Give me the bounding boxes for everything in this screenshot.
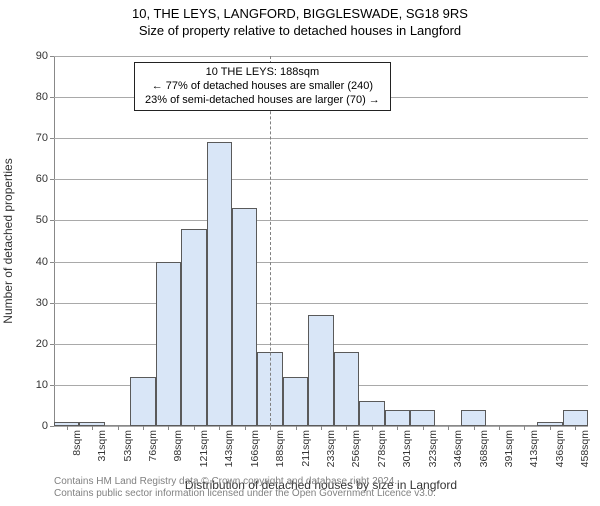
y-tick <box>50 220 54 221</box>
bar <box>385 410 410 426</box>
info-box: 10 THE LEYS: 188sqm← 77% of detached hou… <box>134 62 391 111</box>
x-tick-label: 188sqm <box>274 430 286 467</box>
footer: Contains HM Land Registry data © Crown c… <box>54 476 436 500</box>
y-tick-label: 0 <box>24 420 48 432</box>
y-axis <box>54 56 55 426</box>
y-tick <box>50 303 54 304</box>
info-box-line: ← 77% of detached houses are smaller (24… <box>145 80 380 94</box>
x-tick-label: 368sqm <box>478 430 490 467</box>
grid-line <box>54 262 588 263</box>
x-tick-label: 233sqm <box>325 430 337 467</box>
x-tick <box>372 426 373 430</box>
x-tick-label: 211sqm <box>300 430 312 467</box>
bar <box>130 377 155 426</box>
y-tick <box>50 179 54 180</box>
x-tick-label: 53sqm <box>122 430 134 462</box>
x-tick <box>67 426 68 430</box>
x-tick <box>118 426 119 430</box>
y-tick <box>50 262 54 263</box>
bar <box>308 315 333 426</box>
y-tick <box>50 97 54 98</box>
x-tick <box>194 426 195 430</box>
x-tick-label: 143sqm <box>223 430 235 467</box>
x-tick <box>270 426 271 430</box>
y-tick <box>50 138 54 139</box>
x-tick <box>423 426 424 430</box>
plot-area: Number of detached properties 0102030405… <box>54 56 588 426</box>
bar <box>232 208 257 426</box>
bar <box>410 410 435 426</box>
y-tick-label: 40 <box>24 256 48 268</box>
footer-line-1: Contains HM Land Registry data © Crown c… <box>54 476 436 488</box>
y-tick <box>50 56 54 57</box>
footer-line-2: Contains public sector information licen… <box>54 488 436 500</box>
bar <box>283 377 308 426</box>
y-tick <box>50 385 54 386</box>
x-tick-label: 323sqm <box>427 430 439 467</box>
bar <box>334 352 359 426</box>
y-tick-label: 80 <box>24 91 48 103</box>
x-tick <box>499 426 500 430</box>
y-tick-label: 90 <box>24 50 48 62</box>
y-tick-label: 10 <box>24 379 48 391</box>
x-tick <box>168 426 169 430</box>
x-tick <box>474 426 475 430</box>
x-tick-label: 98sqm <box>172 430 184 462</box>
x-tick <box>346 426 347 430</box>
bar <box>181 229 206 426</box>
x-tick <box>92 426 93 430</box>
x-tick-label: 413sqm <box>528 430 540 467</box>
grid-line <box>54 179 588 180</box>
y-tick-label: 30 <box>24 297 48 309</box>
x-tick-label: 121sqm <box>198 430 210 467</box>
y-tick-label: 50 <box>24 214 48 226</box>
y-tick-label: 70 <box>24 132 48 144</box>
y-tick <box>50 426 54 427</box>
x-tick <box>143 426 144 430</box>
x-tick-label: 256sqm <box>350 430 362 467</box>
x-tick-label: 76sqm <box>147 430 159 462</box>
bar <box>359 401 384 426</box>
x-tick-label: 301sqm <box>401 430 413 467</box>
x-tick-label: 346sqm <box>452 430 464 467</box>
chart-subtitle: Size of property relative to detached ho… <box>0 23 600 38</box>
y-tick-label: 20 <box>24 338 48 350</box>
x-tick-label: 166sqm <box>249 430 261 467</box>
x-tick <box>219 426 220 430</box>
grid-line <box>54 138 588 139</box>
grid-line <box>54 56 588 57</box>
bar <box>461 410 486 426</box>
chart-area: Number of detached properties 0102030405… <box>54 56 588 426</box>
x-tick <box>397 426 398 430</box>
x-tick-label: 278sqm <box>376 430 388 467</box>
info-box-line: 10 THE LEYS: 188sqm <box>145 66 380 80</box>
x-tick <box>524 426 525 430</box>
bar <box>563 410 588 426</box>
x-tick-label: 391sqm <box>503 430 515 467</box>
x-tick-label: 436sqm <box>554 430 566 467</box>
reference-line <box>270 56 271 426</box>
grid-line <box>54 303 588 304</box>
x-tick <box>296 426 297 430</box>
x-tick-label: 8sqm <box>71 430 83 456</box>
bar <box>156 262 181 426</box>
y-axis-label: Number of detached properties <box>1 158 15 323</box>
x-tick <box>245 426 246 430</box>
x-tick <box>448 426 449 430</box>
x-tick-label: 31sqm <box>96 430 108 462</box>
chart-title: 10, THE LEYS, LANGFORD, BIGGLESWADE, SG1… <box>0 6 600 21</box>
x-tick <box>575 426 576 430</box>
x-tick-label: 458sqm <box>579 430 591 467</box>
x-tick <box>550 426 551 430</box>
info-box-line: 23% of semi-detached houses are larger (… <box>145 94 380 108</box>
y-tick <box>50 344 54 345</box>
grid-line <box>54 220 588 221</box>
y-tick-label: 60 <box>24 173 48 185</box>
bar <box>207 142 232 426</box>
x-tick <box>321 426 322 430</box>
